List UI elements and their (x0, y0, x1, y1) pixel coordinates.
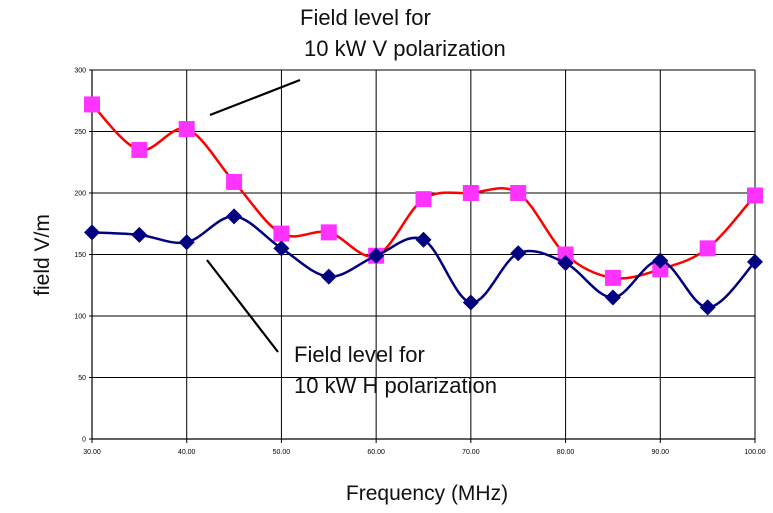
data-point (652, 252, 669, 269)
x-tick-labels: 30.00 40.00 50.00 60.00 70.00 80.00 90.00 100.0… (83, 449, 766, 456)
x-tick-label: 50.00 (273, 449, 291, 456)
annotation-leader-line (206, 259, 279, 353)
data-point (178, 234, 195, 251)
y-tick-label: 50 (78, 375, 86, 382)
y-tick-label: 100 (74, 314, 86, 321)
y-tick-label: 0 (82, 437, 86, 444)
data-point (652, 261, 669, 278)
data-point (557, 255, 574, 272)
series-1 (84, 208, 763, 316)
x-tick-label: 60.00 (367, 449, 385, 456)
data-point (320, 268, 337, 285)
data-point (415, 191, 432, 208)
y-tick-label: 250 (74, 129, 86, 136)
data-point (604, 269, 621, 286)
data-point (747, 187, 763, 204)
annotation-leader-lines (206, 78, 301, 353)
data-point (131, 226, 148, 243)
y-axis-title: field V/m (31, 214, 54, 296)
data-point (557, 246, 574, 263)
data-point (699, 240, 716, 257)
data-point (462, 185, 479, 201)
axes (89, 69, 756, 443)
annotation-text: Field level for (300, 5, 431, 30)
data-point (226, 208, 243, 225)
annotation-leader-line (209, 78, 301, 117)
x-axis-title: Frequency (MHz) (346, 482, 508, 505)
data-point (415, 231, 432, 248)
x-tick-label: 100.00 (744, 449, 766, 456)
data-point (320, 224, 337, 241)
x-tick-label: 70.00 (462, 449, 480, 456)
annotation-text: 10 kW H polarization (294, 373, 497, 398)
x-tick-label: 30.00 (83, 449, 101, 456)
data-point (604, 289, 621, 306)
y-tick-label: 200 (74, 191, 86, 198)
data-point (226, 173, 243, 190)
data-point (84, 224, 100, 241)
data-point (699, 299, 716, 316)
annotation-text: Field level for (294, 342, 425, 367)
data-series (84, 96, 763, 316)
data-point (131, 141, 148, 158)
y-tick-label: 150 (74, 252, 86, 259)
y-tick-labels: 0 50 100 150 200 250 300 (74, 68, 86, 444)
y-tick-label: 300 (74, 68, 86, 75)
data-point (510, 185, 527, 201)
data-point (510, 245, 527, 262)
data-point (747, 253, 763, 270)
data-point (273, 225, 290, 242)
series-line (91, 215, 756, 309)
data-point (273, 240, 290, 257)
data-point (462, 294, 479, 311)
data-point (178, 121, 195, 138)
data-point (84, 96, 100, 113)
annotation-text: 10 kW V polarization (304, 36, 506, 61)
x-tick-label: 90.00 (652, 449, 670, 456)
data-point (368, 247, 385, 264)
series-0 (84, 96, 763, 286)
annotations: Field level for 10 kW V polarization Field… (294, 5, 506, 398)
x-tick-label: 40.00 (178, 449, 196, 456)
x-tick-label: 80.00 (557, 449, 575, 456)
